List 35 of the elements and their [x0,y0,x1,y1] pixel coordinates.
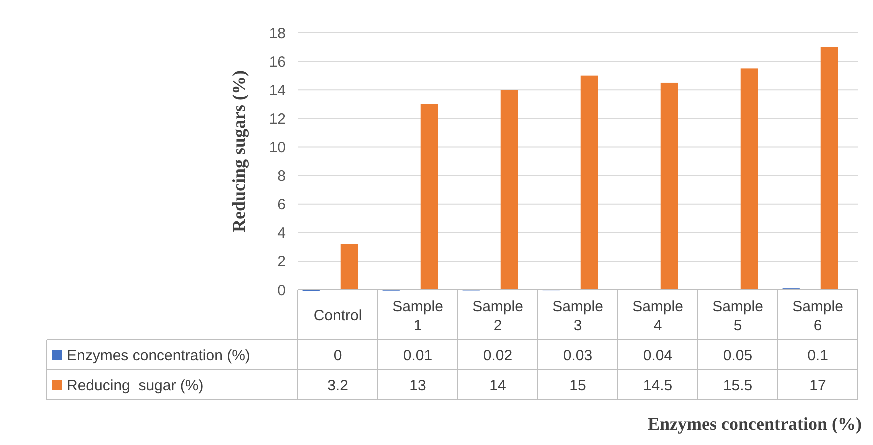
y-tick-label: 6 [278,196,286,214]
data-label: 3.2 [328,377,348,394]
x-tick-label: Sample 1 [392,298,444,334]
x-tick-label: Sample 3 [552,298,604,334]
x-tick-label: Sample 5 [712,298,764,334]
legend-label: Reducing sugar (%) [67,377,204,394]
data-label: 0.02 [483,347,513,364]
data-label: 13 [410,377,426,394]
y-tick-label: 14 [269,82,286,100]
x-axis-title: Enzymes concentration (%) [648,414,862,434]
y-tick-label: 8 [278,168,286,186]
data-label: 14 [490,377,506,394]
data-label: 0.05 [723,347,753,364]
x-tick-label: Control [314,307,362,324]
data-label: 0.1 [808,347,828,364]
data-label: 15.5 [723,377,753,394]
data-label: 17 [810,377,826,394]
data-label: 15 [570,377,586,394]
y-tick-label: 4 [278,225,286,242]
y-tick-label: 18 [269,25,286,42]
x-tick-label: Sample 4 [632,298,684,334]
y-tick-label: 10 [269,139,286,156]
data-label: 0 [334,347,342,364]
y-axis-title: Reducing sugars (%) [229,70,249,233]
y-tick-label: 12 [269,110,286,128]
data-label: 0.04 [643,347,673,364]
y-tick-label: 0 [278,282,286,300]
data-label: 0.01 [403,347,433,364]
y-tick-label: 16 [269,54,286,71]
x-tick-label: Sample 2 [472,298,524,334]
legend-label: Enzymes concentration (%) [67,347,250,364]
x-tick-label: Sample 6 [792,298,844,334]
data-label: 0.03 [563,347,593,364]
data-label: 14.5 [643,377,673,394]
y-tick-label: 2 [278,254,286,271]
